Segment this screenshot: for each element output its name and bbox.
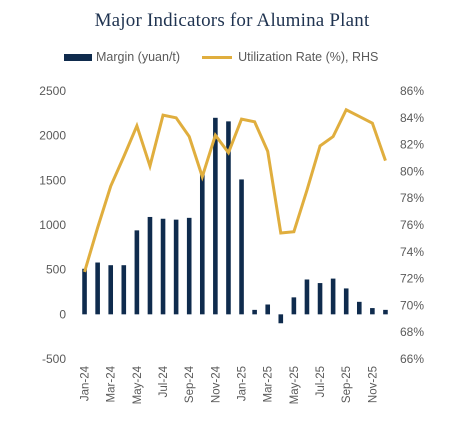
bar-margin (239, 179, 244, 315)
y-left-tick-label: 2500 (39, 84, 66, 98)
bar-margin (186, 217, 192, 315)
x-tick-label: Nov-24 (210, 365, 222, 403)
bar-margin (278, 314, 284, 324)
x-tick-label: Sep-24 (184, 365, 196, 403)
y-right-tick-label: 72% (400, 272, 424, 286)
line-utilization (83, 107, 387, 273)
bar-margin (356, 301, 362, 315)
x-tick-label: Jul-25 (315, 366, 327, 397)
bar-margin (291, 297, 297, 315)
y-left-tick-label: -500 (42, 352, 66, 366)
bar-margin (160, 218, 166, 315)
bar-margin (82, 268, 87, 315)
bar-margin (383, 309, 388, 315)
bar-margin (213, 117, 218, 315)
bar-margin (121, 265, 127, 315)
y-left-tick-label: 1000 (39, 218, 66, 232)
y-left-tick-label: 2000 (39, 129, 66, 143)
bar-margin (134, 230, 140, 315)
legend-swatch-line (202, 55, 233, 59)
bar-margin (370, 308, 375, 315)
bar-margin (304, 279, 310, 315)
x-tick-label: May-24 (132, 365, 144, 404)
y-right-tick-label: 86% (400, 84, 424, 98)
chart-title: Major Indicators for Alumina Plant (94, 10, 370, 31)
bar-margin (95, 262, 100, 315)
bar-margin (343, 288, 349, 315)
bar-margin (147, 216, 153, 315)
bar-margin (199, 172, 205, 315)
y-left-tick-label: 0 (59, 307, 66, 321)
x-tick-label: Sep-25 (341, 366, 353, 403)
y-left-tick-label: 500 (46, 263, 66, 277)
bar-margin (330, 278, 336, 315)
legend-swatch-bar (64, 53, 92, 61)
y-right-tick-label: 66% (400, 352, 424, 366)
legend: Margin (yuan/t) Utilization Rate (%), RH… (64, 50, 400, 64)
y-right-tick-label: 76% (400, 218, 424, 232)
bar-margin (226, 121, 231, 315)
y-right-tick-label: 68% (400, 325, 424, 339)
x-tick-label: Jan-24 (80, 365, 92, 401)
x-tick-label: Nov-25 (367, 366, 379, 403)
x-tick-label: May-25 (289, 366, 301, 404)
x-tick-label: Mar-25 (263, 366, 275, 402)
y-right-tick-label: 74% (400, 245, 424, 259)
y-right-tick-label: 82% (400, 138, 424, 152)
bar-margin (252, 309, 257, 315)
legend-label-margin: Margin (yuan/t) (96, 50, 181, 64)
y-left-tick-label: 1500 (39, 173, 66, 187)
bar-margin (317, 283, 323, 315)
legend-item-utilization: Utilization Rate (%), RHS (202, 50, 378, 64)
y-right-tick-label: 70% (400, 298, 424, 312)
x-tick-label: Jul-24 (158, 365, 170, 397)
y-right-tick-label: 84% (400, 111, 424, 125)
y-right-tick-label: 78% (400, 191, 424, 205)
y-right-tick-label: 80% (400, 164, 424, 178)
bar-margin (265, 304, 271, 315)
legend-item-margin: Margin (yuan/t) (64, 50, 180, 64)
bar-margin (108, 265, 114, 315)
bar-margin (173, 219, 179, 315)
x-tick-label: Mar-24 (106, 365, 118, 402)
legend-label-utilization: Utilization Rate (%), RHS (238, 50, 379, 64)
x-tick-label: Jan-25 (237, 366, 249, 401)
